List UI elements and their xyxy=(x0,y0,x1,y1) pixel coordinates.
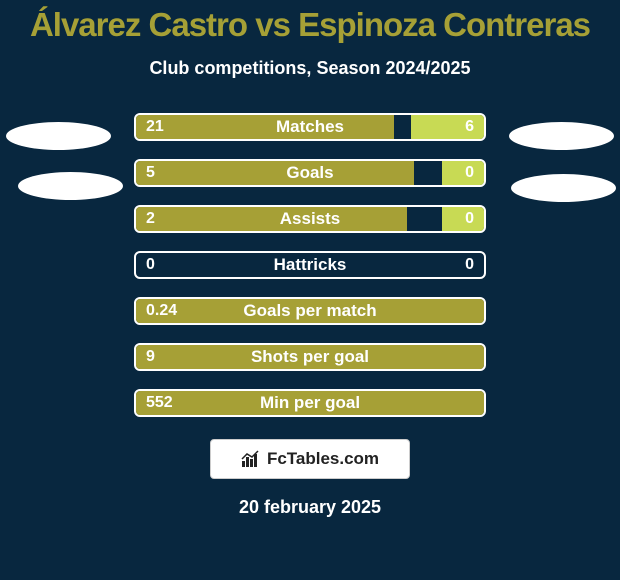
stat-bar-row: 9 Shots per goal xyxy=(134,343,486,371)
brand-icon xyxy=(241,450,263,468)
bar-value-right: 0 xyxy=(465,210,474,228)
brand-badge: FcTables.com xyxy=(210,439,410,479)
player-left-name: Álvarez Castro xyxy=(30,6,247,43)
bar-fill-right xyxy=(442,207,484,231)
stat-bar-row: 552 Min per goal xyxy=(134,389,486,417)
bar-value-left: 0.24 xyxy=(146,302,177,320)
bar-value-left: 21 xyxy=(146,118,164,136)
bar-fill-left xyxy=(136,161,414,185)
bar-fill-left xyxy=(136,207,407,231)
bar-fill-right xyxy=(442,161,484,185)
bar-value-right: 0 xyxy=(465,256,474,274)
bar-label: Hattricks xyxy=(274,255,347,275)
stat-bar-row: 5 Goals 0 xyxy=(134,159,486,187)
vs-text: vs xyxy=(255,6,290,43)
bar-label: Assists xyxy=(280,209,340,229)
bar-value-left: 0 xyxy=(146,256,155,274)
bar-label: Matches xyxy=(276,117,344,137)
team-logo-right-2 xyxy=(511,174,616,202)
date-text: 20 february 2025 xyxy=(0,497,620,518)
bar-value-left: 2 xyxy=(146,210,155,228)
bar-value-left: 5 xyxy=(146,164,155,182)
comparison-infographic: Álvarez Castro vs Espinoza Contreras Clu… xyxy=(0,0,620,580)
stat-bar-row: 21 Matches 6 xyxy=(134,113,486,141)
team-logo-right-1 xyxy=(509,122,614,150)
bar-label: Goals xyxy=(286,163,333,183)
subtitle: Club competitions, Season 2024/2025 xyxy=(0,58,620,79)
bar-value-right: 0 xyxy=(465,164,474,182)
brand-text: FcTables.com xyxy=(267,449,379,469)
stat-bar-row: 2 Assists 0 xyxy=(134,205,486,233)
stat-bars: 21 Matches 6 5 Goals 0 2 Assists 0 0 Hattricks 0 0.2… xyxy=(134,113,486,417)
bar-value-right: 6 xyxy=(465,118,474,136)
bar-fill-left xyxy=(136,115,394,139)
player-right-name: Espinoza Contreras xyxy=(298,6,590,43)
stat-bar-row: 0 Hattricks 0 xyxy=(134,251,486,279)
page-title: Álvarez Castro vs Espinoza Contreras xyxy=(0,6,620,44)
bar-value-left: 552 xyxy=(146,394,173,412)
bar-value-left: 9 xyxy=(146,348,155,366)
stat-bar-row: 0.24 Goals per match xyxy=(134,297,486,325)
bar-label: Goals per match xyxy=(243,301,376,321)
team-logo-left-2 xyxy=(18,172,123,200)
bar-label: Min per goal xyxy=(260,393,360,413)
bar-label: Shots per goal xyxy=(251,347,369,367)
team-logo-left-1 xyxy=(6,122,111,150)
